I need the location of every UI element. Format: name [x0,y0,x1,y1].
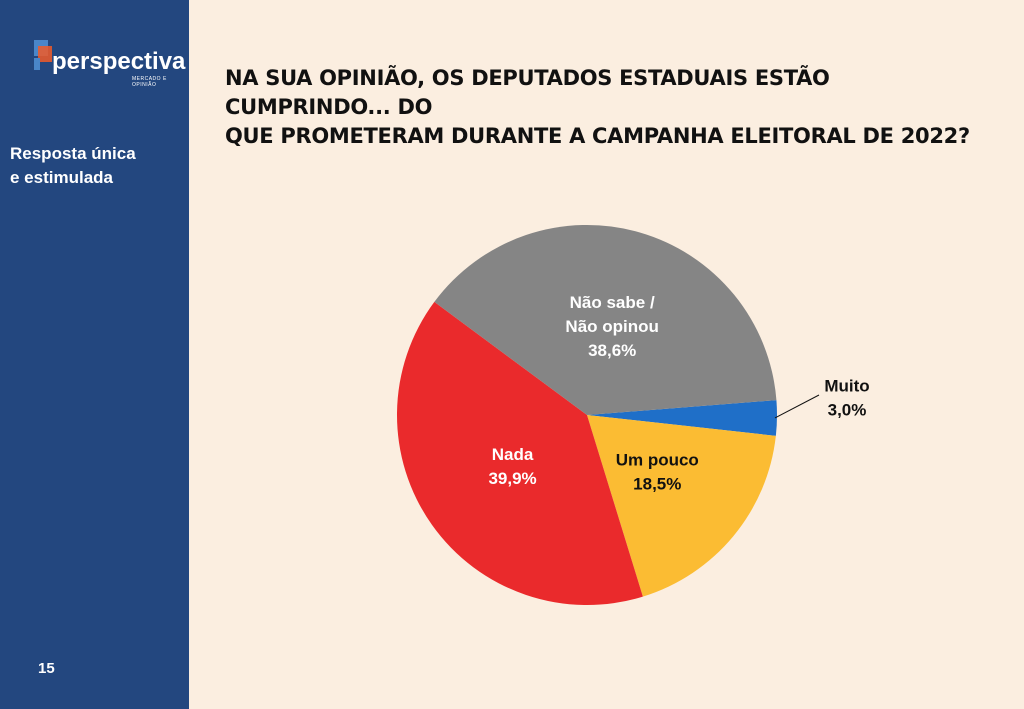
data-label-value-um-pouco: 18,5% [633,475,681,494]
title-line-2: QUE PROMETERAM DURANTE A CAMPANHA ELEITO… [225,124,970,148]
pie-slice-um-pouco [587,415,776,597]
data-label-value-nao-sabe-nao-opinou: 38,6% [588,341,636,360]
data-label-value-muito: 3,0% [828,400,867,419]
pie-slice-nada [397,301,643,605]
logo-mark-icon [34,40,52,70]
pie-slice-muito [587,400,777,436]
page-title: NA SUA OPINIÃO, OS DEPUTADOS ESTADUAIS E… [225,64,995,151]
logo-text: perspectiva [52,48,186,75]
pie-slice-nao-sabe-nao-opinou [434,224,777,415]
logo: perspectiva MERCADO E OPINIÃO [32,38,186,88]
response-type-line-1: Resposta única [10,144,136,163]
data-label-name-nada: Nada [492,445,534,464]
data-label-value-nada: 39,9% [488,469,536,488]
response-type-line-2: e estimulada [10,168,113,187]
data-label-name-nao-sabe-nao-opinou: Não opinou [565,317,658,336]
data-label-name-muito: Muito [824,376,869,395]
leader-line-muito [774,394,820,419]
data-label-name-um-pouco: Um pouco [616,451,699,470]
logo-tagline: MERCADO E OPINIÃO [132,76,167,88]
page-number: 15 [38,660,55,677]
data-label-name-nao-sabe-nao-opinou: Não sabe / [570,293,655,312]
sidebar: perspectiva MERCADO E OPINIÃO Resposta ú… [0,0,189,709]
title-line-1: NA SUA OPINIÃO, OS DEPUTADOS ESTADUAIS E… [225,66,830,119]
response-type-note: Resposta única e estimulada [10,142,180,190]
